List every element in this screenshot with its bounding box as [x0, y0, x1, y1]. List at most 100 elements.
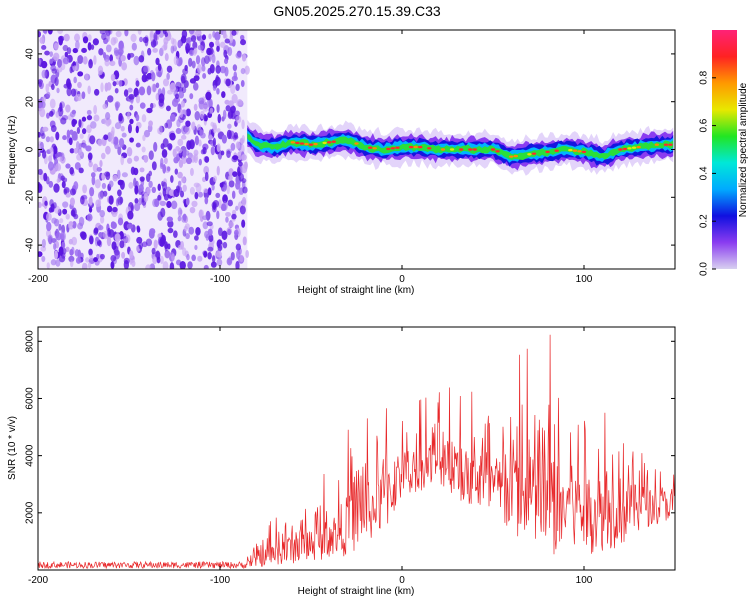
noise-speckle: [205, 91, 212, 101]
noise-speckle: [58, 246, 64, 256]
noise-speckle: [227, 228, 232, 236]
noise-speckle: [103, 117, 107, 125]
signal-peak: [308, 143, 314, 146]
noise-speckle: [134, 198, 139, 204]
noise-speckle: [73, 147, 79, 154]
noise-speckle: [173, 96, 181, 103]
noise-speckle: [171, 253, 175, 262]
spectrogram-y-tick-label: 0: [25, 146, 36, 152]
noise-speckle: [165, 105, 171, 112]
noise-speckle: [46, 262, 50, 269]
noise-speckle: [233, 229, 239, 236]
noise-speckle: [88, 160, 93, 168]
noise-speckle: [155, 82, 160, 89]
noise-speckle: [69, 166, 74, 175]
spectrogram-signal-track: [247, 119, 674, 176]
noise-speckle: [136, 225, 140, 231]
noise-speckle: [202, 104, 209, 112]
noise-speckle: [41, 255, 46, 263]
noise-speckle: [96, 167, 102, 172]
noise-speckle: [118, 115, 125, 124]
noise-speckle: [227, 109, 234, 118]
noise-speckle: [203, 165, 210, 175]
noise-speckle: [232, 155, 239, 161]
signal-peak: [413, 145, 418, 149]
figure-title: GN05.2025.270.15.39.C33: [273, 3, 441, 19]
noise-speckle: [65, 246, 70, 253]
noise-speckle: [212, 200, 220, 208]
noise-speckle: [44, 50, 50, 56]
noise-speckle: [82, 184, 88, 194]
signal-peak: [631, 146, 637, 149]
noise-speckle: [108, 180, 114, 188]
noise-speckle: [162, 261, 169, 269]
noise-speckle: [145, 173, 151, 182]
noise-speckle: [164, 250, 171, 259]
noise-speckle: [127, 210, 134, 220]
noise-speckle: [68, 221, 74, 227]
noise-speckle: [72, 48, 78, 54]
noise-speckle: [54, 77, 59, 87]
noise-speckle: [38, 143, 42, 153]
noise-speckle: [215, 192, 221, 199]
noise-speckle: [121, 251, 126, 259]
noise-speckle: [43, 30, 48, 35]
noise-speckle: [138, 55, 145, 63]
noise-speckle: [69, 188, 76, 196]
noise-speckle: [157, 183, 161, 191]
noise-speckle: [46, 112, 50, 119]
noise-speckle: [133, 155, 140, 162]
noise-speckle: [55, 66, 63, 73]
noise-speckle: [126, 111, 131, 120]
noise-speckle: [231, 75, 238, 82]
noise-speckle: [107, 95, 114, 103]
noise-speckle: [114, 87, 119, 94]
noise-speckle: [194, 244, 198, 251]
noise-speckle: [182, 184, 187, 192]
noise-speckle: [222, 109, 227, 120]
noise-speckle: [118, 80, 123, 87]
noise-speckle: [62, 208, 68, 215]
noise-speckle: [63, 33, 70, 42]
noise-speckle: [243, 161, 248, 169]
noise-speckle: [187, 261, 193, 269]
noise-speckle: [109, 60, 116, 67]
noise-speckle: [133, 177, 137, 188]
noise-speckle: [191, 254, 196, 262]
noise-speckle: [38, 183, 43, 193]
spectrogram-y-tick-label: -20: [25, 190, 36, 205]
snr-x-tick-label: 0: [399, 575, 405, 586]
signal-peak: [390, 147, 396, 150]
noise-speckle: [216, 87, 220, 95]
noise-speckle: [97, 65, 104, 76]
noise-speckle: [226, 184, 230, 195]
noise-speckle: [73, 181, 79, 190]
noise-speckle: [163, 157, 168, 165]
noise-speckle: [105, 145, 111, 155]
noise-speckle: [53, 183, 60, 193]
noise-speckle: [235, 181, 241, 190]
noise-speckle: [181, 86, 187, 94]
noise-speckle: [180, 240, 185, 250]
noise-speckle: [81, 262, 88, 269]
noise-speckle: [212, 85, 217, 91]
noise-speckle: [240, 79, 245, 88]
noise-speckle: [80, 195, 85, 205]
signal-peak: [531, 152, 537, 155]
noise-speckle: [38, 30, 41, 38]
noise-speckle: [69, 129, 74, 135]
spectrogram-x-label: Height of straight line (km): [298, 285, 415, 296]
spectrogram-x-ticks: -200 -100 0 100: [28, 30, 593, 285]
noise-speckle: [52, 202, 57, 209]
noise-speckle: [209, 107, 214, 114]
noise-speckle: [199, 129, 204, 136]
noise-speckle: [226, 150, 231, 158]
noise-speckle: [135, 142, 141, 148]
noise-speckle: [42, 96, 46, 103]
signal-peak: [618, 148, 623, 151]
noise-speckle: [152, 256, 158, 265]
noise-speckle: [39, 107, 46, 118]
noise-speckle: [148, 150, 154, 161]
noise-speckle: [110, 37, 117, 46]
noise-speckle: [128, 181, 134, 189]
